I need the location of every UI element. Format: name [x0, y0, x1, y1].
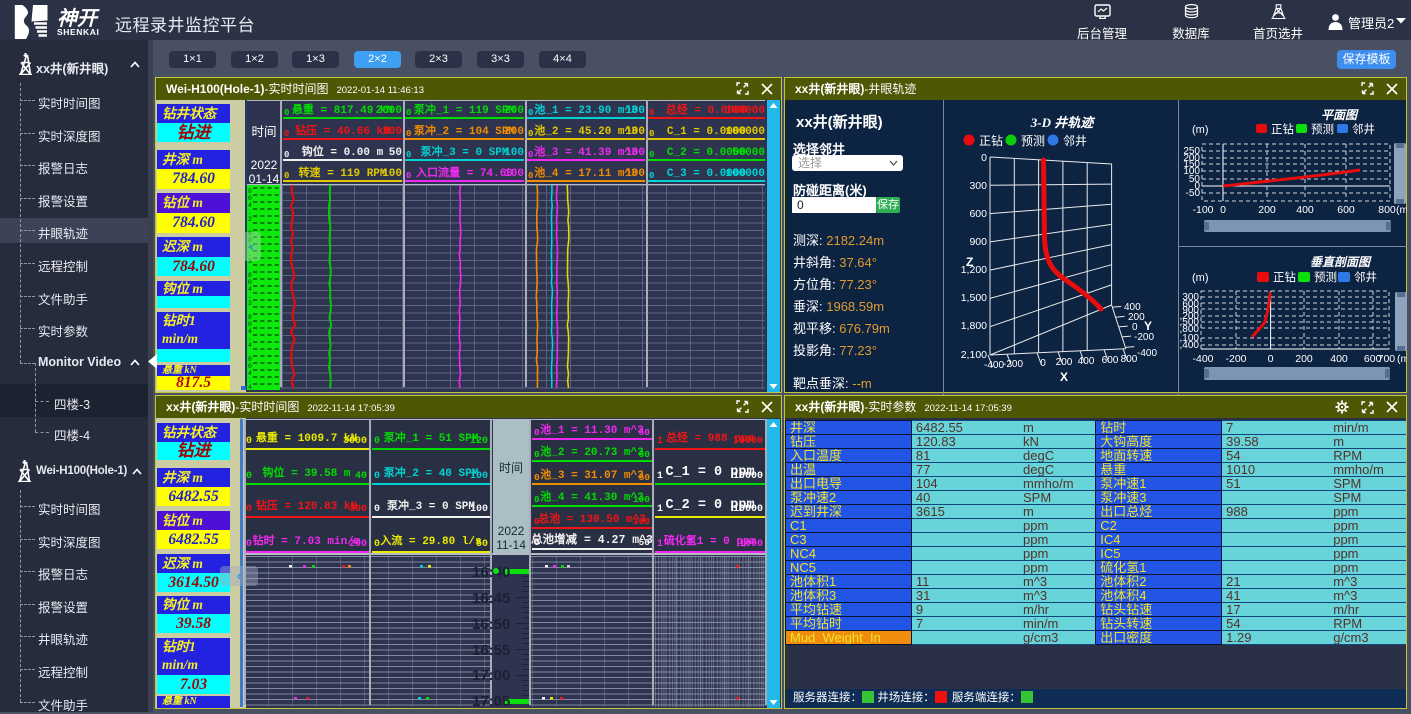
svg-text:邻井: 邻井	[1352, 122, 1375, 136]
svg-text:Z: Z	[966, 255, 973, 269]
svg-text:8: 8	[248, 230, 252, 237]
svg-text:0: 0	[248, 321, 252, 328]
svg-text:200: 200	[1295, 353, 1313, 365]
svg-text:3: 3	[248, 258, 252, 265]
svg-text:400: 400	[1296, 204, 1314, 216]
svg-text:700: 700	[1378, 353, 1396, 365]
svg-text:预测: 预测	[1314, 271, 1337, 284]
svg-text:0: 0	[1040, 358, 1046, 369]
svg-text:8: 8	[248, 314, 252, 321]
svg-text:Y: Y	[1144, 319, 1152, 333]
svg-text:1,800: 1,800	[961, 320, 987, 332]
svg-text:.: .	[248, 377, 252, 384]
svg-text:(m): (m)	[1396, 204, 1407, 216]
svg-text:1,500: 1,500	[961, 292, 987, 304]
svg-text:0: 0	[248, 195, 252, 202]
svg-text:垂直剖面图: 垂直剖面图	[1310, 255, 1372, 269]
svg-text:8: 8	[248, 188, 252, 195]
svg-text:1,200: 1,200	[1179, 311, 1199, 322]
svg-text:1,500: 1,500	[1179, 317, 1199, 328]
svg-text:600: 600	[969, 208, 987, 220]
svg-text:邻井: 邻井	[1063, 134, 1087, 148]
svg-text:1,800: 1,800	[1179, 324, 1199, 335]
svg-text:邻井: 邻井	[1354, 270, 1377, 284]
svg-text:4: 4	[248, 370, 252, 377]
svg-text:0: 0	[248, 363, 252, 370]
svg-text:8: 8	[248, 272, 252, 279]
svg-text:.: .	[248, 335, 252, 342]
svg-text:-100: -100	[1192, 204, 1213, 216]
svg-text:正钻: 正钻	[979, 133, 1003, 148]
svg-text:400: 400	[1078, 356, 1095, 367]
svg-text:.: .	[248, 293, 252, 300]
svg-text:平面图: 平面图	[1321, 108, 1359, 122]
svg-text:250: 250	[1183, 146, 1200, 157]
svg-text:200: 200	[1183, 153, 1200, 164]
svg-text:-50: -50	[1186, 188, 1201, 199]
svg-text:0: 0	[1132, 322, 1138, 333]
svg-text:200: 200	[1128, 312, 1145, 323]
svg-text:0: 0	[1220, 204, 1226, 216]
svg-text:900: 900	[969, 236, 987, 248]
svg-text:4: 4	[248, 328, 252, 335]
svg-text:0: 0	[248, 279, 252, 286]
svg-text:2,400: 2,400	[1179, 340, 1199, 351]
svg-text:600: 600	[1364, 353, 1382, 365]
svg-text:正钻: 正钻	[1271, 122, 1294, 136]
svg-text:100: 100	[1183, 166, 1200, 177]
svg-text:4: 4	[248, 202, 252, 209]
svg-text:正钻: 正钻	[1273, 270, 1296, 284]
svg-text:-200: -200	[1134, 332, 1154, 343]
svg-text:X: X	[1060, 370, 1068, 384]
svg-text:50: 50	[1189, 174, 1201, 185]
svg-text:4: 4	[248, 244, 252, 251]
svg-text:8: 8	[248, 356, 252, 363]
svg-text:预测: 预测	[1021, 134, 1045, 148]
svg-text:2: 2	[248, 216, 252, 223]
svg-text:3-D 井轨迹: 3-D 井轨迹	[1030, 115, 1095, 130]
svg-text:(m): (m)	[1397, 353, 1407, 365]
svg-text:-400: -400	[1192, 353, 1213, 365]
svg-text:600: 600	[1337, 204, 1355, 216]
svg-text:-200: -200	[1003, 359, 1023, 370]
svg-text:600: 600	[1182, 299, 1199, 310]
svg-text:200: 200	[1056, 357, 1073, 368]
svg-text:4: 4	[248, 384, 252, 390]
svg-text:4: 4	[248, 286, 252, 293]
svg-text:200: 200	[1258, 204, 1276, 216]
svg-text:3: 3	[248, 300, 252, 307]
svg-text:.: .	[248, 209, 252, 216]
svg-text:-400: -400	[984, 360, 1004, 371]
svg-text:2,100: 2,100	[961, 349, 987, 361]
svg-text:300: 300	[969, 180, 987, 192]
svg-text:2,100: 2,100	[1179, 333, 1199, 344]
svg-text:800: 800	[1121, 354, 1138, 365]
svg-text:-400: -400	[1137, 348, 1157, 359]
svg-text:800: 800	[1378, 204, 1396, 216]
svg-text:300: 300	[1182, 292, 1199, 303]
svg-text:150: 150	[1183, 159, 1200, 170]
svg-text:(m): (m)	[1192, 272, 1209, 284]
svg-text:400: 400	[1330, 353, 1348, 365]
svg-text:-200: -200	[1225, 353, 1246, 365]
svg-text:0: 0	[1268, 353, 1274, 365]
svg-text:(m): (m)	[1192, 124, 1209, 136]
svg-text:4: 4	[248, 342, 252, 349]
svg-text:预测: 预测	[1311, 123, 1334, 136]
svg-text:900: 900	[1182, 305, 1199, 316]
svg-text:0: 0	[1194, 181, 1200, 192]
svg-text:1,200: 1,200	[961, 264, 987, 276]
svg-text:0: 0	[248, 237, 252, 244]
svg-text:600: 600	[1102, 355, 1119, 366]
svg-text:.: .	[248, 251, 252, 258]
svg-text:400: 400	[1124, 302, 1141, 313]
svg-text:0: 0	[981, 152, 987, 164]
